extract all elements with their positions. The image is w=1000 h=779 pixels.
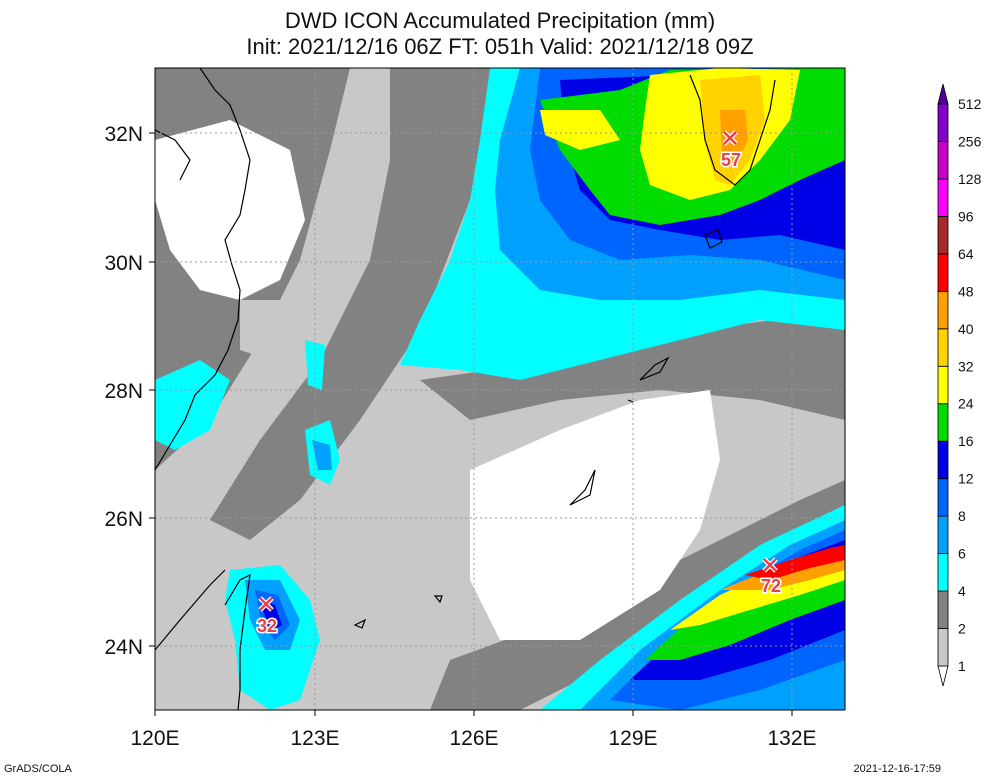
colorbar-swatch	[937, 141, 949, 180]
chart-title: DWD ICON Accumulated Precipitation (mm)	[284, 8, 716, 33]
colorbar-swatch	[937, 440, 949, 480]
colorbar-swatch	[937, 628, 949, 667]
colorbar-label: 40	[958, 321, 974, 337]
lon-tick-label: 132E	[767, 727, 816, 750]
lon-tick-label: 129E	[608, 727, 657, 750]
colorbar-swatch	[937, 365, 949, 405]
colorbar-swatch	[937, 253, 949, 292]
colorbar-swatch	[937, 553, 949, 592]
max-marker: 32	[255, 596, 279, 638]
colorbar-label: 12	[958, 471, 974, 487]
lat-tick-label: 28N	[104, 380, 143, 403]
lat-tick-label: 24N	[104, 636, 143, 659]
colorbar-label: 64	[958, 246, 974, 262]
colorbar-label: 1	[958, 658, 966, 674]
colorbar-swatch	[937, 178, 949, 217]
lon-tick-label: 120E	[130, 727, 179, 750]
maxima-markers: 57 32 72	[255, 130, 783, 638]
colorbar-swatch	[937, 290, 949, 330]
lon-tick-label: 126E	[449, 727, 498, 750]
colorbar-label: 4	[958, 583, 966, 599]
chart-subtitle: Init: 2021/12/16 06Z FT: 051h Valid: 202…	[246, 34, 754, 59]
precip-field	[155, 68, 845, 710]
lat-tick-label: 26N	[104, 508, 143, 531]
colorbar-label: 512	[958, 96, 982, 112]
max-value-label: 72	[761, 576, 781, 596]
colorbar-swatch	[937, 665, 949, 687]
lat-tick-label: 32N	[104, 123, 143, 146]
colorbar-label: 24	[958, 396, 974, 412]
map-frame	[154, 67, 846, 711]
colorbar-swatch	[937, 515, 949, 555]
lon-tick-label: 123E	[290, 727, 339, 750]
colorbar-label: 16	[958, 433, 974, 449]
max-marker: 57	[719, 130, 743, 172]
max-value-label: 32	[257, 616, 277, 636]
colorbar-label: 32	[958, 358, 974, 374]
colorbar-label: 96	[958, 208, 974, 224]
colorbar-label: 2	[958, 621, 966, 637]
coastlines	[155, 68, 776, 710]
colorbar-swatch	[937, 215, 949, 255]
colorbar-swatch	[937, 478, 949, 517]
max-value-label: 57	[721, 150, 741, 170]
colorbar-swatch	[937, 103, 949, 142]
lat-tick-label: 30N	[104, 252, 143, 275]
colorbar-swatch	[937, 83, 949, 105]
colorbar-label: 128	[958, 171, 982, 187]
colorbar-label: 48	[958, 283, 974, 299]
colorbar-label: 6	[958, 546, 966, 562]
footer-timestamp: 2021-12-16-17:59	[853, 763, 941, 775]
graticule	[155, 68, 845, 710]
colorbar-swatch	[937, 403, 949, 442]
colorbar-swatch	[937, 590, 949, 629]
colorbar-label: 256	[958, 133, 982, 149]
colorbar-swatch	[937, 328, 949, 367]
colorbar-label: 8	[958, 508, 966, 524]
max-marker: 72	[759, 557, 783, 598]
footer-credit: GrADS/COLA	[4, 763, 72, 775]
